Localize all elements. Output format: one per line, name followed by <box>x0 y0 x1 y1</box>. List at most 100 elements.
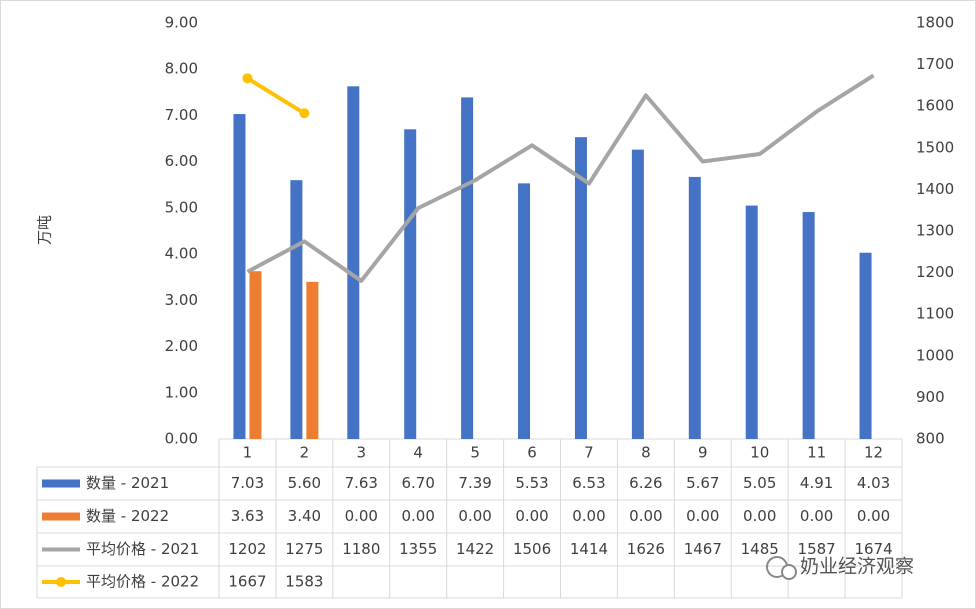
x-tick-label: 1 <box>243 444 253 462</box>
table-value: 0.00 <box>686 507 719 525</box>
y-tick-label: 9.00 <box>165 14 198 32</box>
y-tick-label: 8.00 <box>165 60 198 78</box>
line <box>246 76 306 115</box>
legend-label: 平均价格 - 2021 <box>86 540 199 558</box>
table-value: 0.00 <box>515 507 548 525</box>
y-tick-label: 7.00 <box>165 106 198 124</box>
table-value: 1275 <box>285 540 323 558</box>
table-value: 3.63 <box>231 507 264 525</box>
table-value: 1674 <box>854 540 892 558</box>
bar <box>404 129 417 440</box>
table-value: 1587 <box>798 540 836 558</box>
x-tick-label: 6 <box>527 444 537 462</box>
table-value: 0.00 <box>800 507 833 525</box>
table-value: 1626 <box>627 540 665 558</box>
table-value: 4.03 <box>857 474 890 492</box>
y2-tick-label: 1400 <box>916 180 954 198</box>
watermark: 奶业经济观察 <box>800 556 914 578</box>
table-value: 7.03 <box>231 474 264 492</box>
table-value: 1414 <box>570 540 608 558</box>
bar <box>574 137 587 439</box>
y2-tick-label: 1500 <box>916 138 954 156</box>
table-value: 0.00 <box>402 507 435 525</box>
x-tick-label: 11 <box>807 444 826 462</box>
legend-swatch <box>42 512 80 521</box>
y-tick-label: 4.00 <box>165 245 198 263</box>
table-value: 7.39 <box>458 474 491 492</box>
y-tick-label: 6.00 <box>165 152 198 170</box>
bar <box>249 271 262 439</box>
legend-label: 平均价格 - 2022 <box>86 573 199 591</box>
y2-tick-label: 1000 <box>916 346 954 364</box>
bar <box>518 183 531 439</box>
y-tick-label: 5.00 <box>165 198 198 216</box>
bar <box>233 114 246 440</box>
table-value: 1180 <box>342 540 380 558</box>
table-value: 0.00 <box>572 507 605 525</box>
table-value: 0.00 <box>629 507 662 525</box>
table-value: 1506 <box>513 540 551 558</box>
legend-marker <box>56 577 66 587</box>
table-value: 5.67 <box>686 474 719 492</box>
table-value: 1355 <box>399 540 437 558</box>
y-tick-label: 2.00 <box>165 337 198 355</box>
table-value: 6.53 <box>572 474 605 492</box>
table-value: 3.40 <box>288 507 321 525</box>
table-value: 0.00 <box>857 507 890 525</box>
y-axis-label: 万吨 <box>36 215 54 245</box>
y2-tick-label: 900 <box>916 388 945 406</box>
bar <box>688 176 701 440</box>
bar <box>859 252 872 439</box>
legend-label: 数量 - 2021 <box>86 474 169 492</box>
line-marker <box>242 73 253 84</box>
x-tick-label: 12 <box>864 444 883 462</box>
line <box>246 73 875 283</box>
table-value: 1422 <box>456 540 494 558</box>
x-tick-label: 3 <box>357 444 367 462</box>
bar <box>461 97 474 439</box>
x-tick-label: 10 <box>750 444 769 462</box>
table-value: 1467 <box>684 540 722 558</box>
x-tick-label: 8 <box>641 444 651 462</box>
x-tick-label: 5 <box>470 444 480 462</box>
table-value: 5.60 <box>288 474 321 492</box>
bar <box>802 212 815 439</box>
y2-tick-label: 1700 <box>916 55 954 73</box>
table-value: 1485 <box>741 540 779 558</box>
y-tick-label: 1.00 <box>165 383 198 401</box>
y-tick-label: 0.00 <box>165 430 198 448</box>
table-value: 4.91 <box>800 474 833 492</box>
legend-swatch <box>42 479 80 488</box>
bar <box>306 281 319 439</box>
y2-tick-label: 800 <box>916 430 945 448</box>
table-value: 0.00 <box>458 507 491 525</box>
table-value: 6.70 <box>402 474 435 492</box>
x-tick-label: 2 <box>300 444 310 462</box>
y2-tick-label: 1300 <box>916 222 954 240</box>
line-marker <box>299 108 310 119</box>
table-value: 7.63 <box>345 474 378 492</box>
bar <box>745 205 758 439</box>
table-value: 0.00 <box>345 507 378 525</box>
y2-tick-label: 1600 <box>916 97 954 115</box>
y-tick-label: 3.00 <box>165 291 198 309</box>
bar <box>290 180 303 439</box>
table-value: 5.53 <box>515 474 548 492</box>
x-tick-label: 9 <box>698 444 708 462</box>
bar <box>347 86 360 439</box>
y2-tick-label: 1200 <box>916 263 954 281</box>
table-value: 1667 <box>228 573 266 591</box>
y2-tick-label: 1100 <box>916 305 954 323</box>
table-value: 0.00 <box>743 507 776 525</box>
bar <box>631 149 644 439</box>
table-value: 1202 <box>228 540 266 558</box>
y2-tick-label: 1800 <box>916 14 954 32</box>
table-value: 5.05 <box>743 474 776 492</box>
watermark-icon <box>766 556 797 580</box>
table-value: 6.26 <box>629 474 662 492</box>
table-value: 1583 <box>285 573 323 591</box>
legend-label: 数量 - 2022 <box>86 507 169 525</box>
x-tick-label: 7 <box>584 444 594 462</box>
x-tick-label: 4 <box>413 444 423 462</box>
